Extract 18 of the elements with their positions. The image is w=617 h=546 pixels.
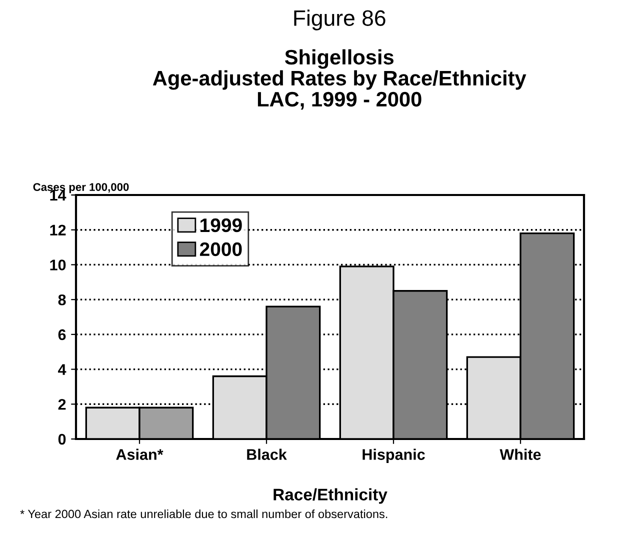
- legend-label: 1999: [200, 218, 242, 232]
- y-tick-label: 6: [58, 329, 66, 340]
- x-axis-title: Race/Ethnicity: [274, 488, 388, 504]
- y-tick-label: 8: [58, 294, 66, 306]
- chart-subtitle: Shigellosis Age-adjusted Rates by Race/Ethnicity LAC, 1999 - 2000: [152, 49, 526, 110]
- y-tick-label: 10: [50, 260, 66, 270]
- text: * Year 2000 Asian rate unreliable due to small number of observations.: [20, 509, 388, 518]
- legend-label: 2000: [200, 242, 242, 256]
- x-tick-label: Asian*: [116, 448, 164, 460]
- y-tick-label: 2: [58, 399, 66, 410]
- x-tick-label: White: [500, 448, 541, 460]
- y-tick-label: 14: [50, 190, 66, 201]
- y-tick-label: 12: [50, 224, 66, 236]
- y-tick-label: 4: [58, 364, 66, 375]
- x-tick-label: Hispanic: [362, 448, 425, 463]
- chart-title: Figure 86: [294, 10, 386, 30]
- y-tick-label: 0: [58, 434, 66, 445]
- x-tick-label: Black: [247, 448, 287, 460]
